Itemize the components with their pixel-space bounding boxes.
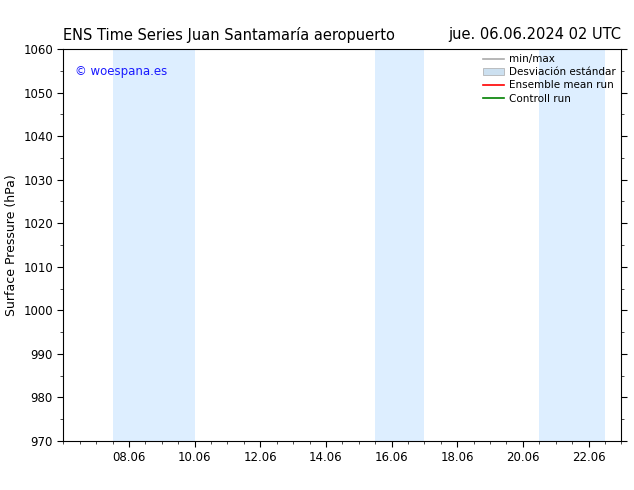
Legend: min/max, Desviación estándar, Ensemble mean run, Controll run: min/max, Desviación estándar, Ensemble m… <box>483 54 616 103</box>
Text: ENS Time Series Juan Santamaría aeropuerto: ENS Time Series Juan Santamaría aeropuer… <box>63 27 395 43</box>
Text: jue. 06.06.2024 02 UTC: jue. 06.06.2024 02 UTC <box>448 27 621 42</box>
Text: © woespana.es: © woespana.es <box>75 65 167 78</box>
Bar <box>375 49 424 441</box>
Y-axis label: Surface Pressure (hPa): Surface Pressure (hPa) <box>4 174 18 316</box>
Bar <box>113 49 195 441</box>
Bar <box>540 49 605 441</box>
